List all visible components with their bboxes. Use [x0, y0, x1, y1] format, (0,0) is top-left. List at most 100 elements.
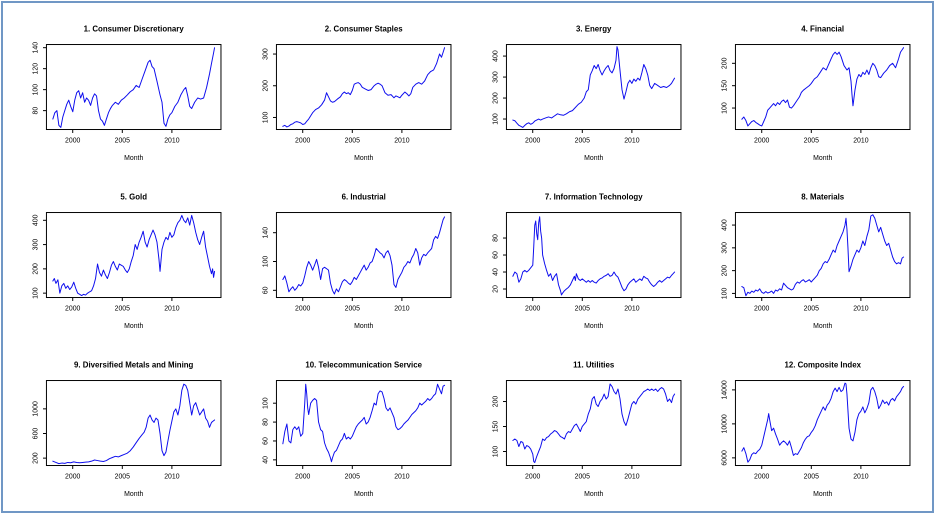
- y-tick-label: 600: [33, 428, 40, 440]
- y-tick-label: 40: [492, 268, 499, 276]
- x-tick-label: 2010: [624, 305, 640, 312]
- y-tick-label: 40: [262, 456, 269, 464]
- y-tick-label: 80: [262, 418, 269, 426]
- plot-box: [275, 380, 452, 467]
- y-tick-label: 150: [492, 421, 499, 433]
- x-tick-label: 2005: [804, 473, 820, 480]
- x-axis-label: Month: [813, 491, 832, 498]
- y-tick-label: 200: [492, 92, 499, 104]
- x-tick-label: 2000: [525, 137, 541, 144]
- y-tick-label: 80: [33, 107, 40, 115]
- y-tick-label: 140: [262, 227, 269, 239]
- y-tick-label: 100: [492, 446, 499, 458]
- x-tick-label: 2000: [295, 473, 311, 480]
- x-tick-label: 2005: [574, 305, 590, 312]
- x-tick-label: 2010: [853, 305, 869, 312]
- y-tick-label: 140: [33, 42, 40, 54]
- y-tick-label: 100: [262, 112, 269, 124]
- plot-box: [45, 44, 222, 131]
- x-tick-label: 2010: [394, 137, 410, 144]
- chart-title: 4. Financial: [802, 25, 845, 34]
- chart-panel: 5. Gold 2000 2005 2010 100 200 300 400 Month: [7, 173, 237, 341]
- x-tick-label: 2000: [65, 305, 81, 312]
- chart-panel: 8. Materials 2000 2005 2010 100 200 300 400 Mont…: [696, 173, 926, 341]
- chart-title: 2. Consumer Staples: [325, 25, 403, 34]
- chart-panel: 11. Utilities 2000 2005 2010 100 150 200 Month: [467, 341, 697, 509]
- x-tick-label: 2000: [65, 473, 81, 480]
- x-tick-label: 2000: [525, 473, 541, 480]
- x-axis-label: Month: [124, 323, 143, 330]
- series-line: [741, 47, 905, 127]
- chart-panel: 10. Telecommunication Service 2000 2005 201…: [237, 341, 467, 509]
- chart-panel: 1. Consumer Discretionary 2000 2005 2010 80 1…: [7, 5, 237, 173]
- series-line: [52, 214, 216, 297]
- series-line: [511, 46, 675, 128]
- y-tick-label: 6000: [722, 450, 729, 466]
- series-line: [511, 383, 675, 464]
- y-tick-label: 200: [33, 263, 40, 275]
- y-tick-label: 300: [262, 48, 269, 60]
- y-tick-label: 60: [262, 437, 269, 445]
- chart-panel: 12. Composite Index 2000 2005 2010 6000 10000…: [696, 341, 926, 509]
- plot-box: [735, 380, 911, 467]
- plot-box: [735, 212, 911, 299]
- x-tick-label: 2005: [574, 473, 590, 480]
- y-tick-label: 60: [492, 251, 499, 259]
- x-tick-label: 2000: [525, 305, 541, 312]
- series-line: [52, 383, 216, 465]
- y-tick-label: 150: [722, 80, 729, 92]
- y-tick-label: 100: [722, 102, 729, 114]
- chart-panel: 9. Diversified Metals and Mining 2000 2005…: [7, 341, 237, 509]
- series-line: [282, 216, 445, 295]
- x-axis-label: Month: [124, 491, 143, 498]
- y-tick-label: 400: [722, 219, 729, 231]
- x-tick-label: 2005: [115, 473, 131, 480]
- y-tick-label: 20: [492, 285, 499, 293]
- y-tick-label: 400: [33, 214, 40, 226]
- chart-panel: 6. Industrial 2000 2005 2010 60 100 140 Month: [237, 173, 467, 341]
- series-line: [282, 47, 445, 128]
- plot-box: [505, 380, 681, 467]
- x-axis-label: Month: [354, 155, 373, 162]
- chart-title: 3. Energy: [576, 25, 612, 34]
- x-tick-label: 2010: [624, 137, 640, 144]
- x-axis-label: Month: [813, 323, 832, 330]
- y-tick-label: 10000: [722, 414, 729, 433]
- charts-grid: 1. Consumer Discretionary 2000 2005 2010 80 1…: [7, 5, 926, 509]
- x-tick-label: 2005: [804, 305, 820, 312]
- x-tick-label: 2005: [115, 137, 131, 144]
- series-line: [741, 214, 905, 297]
- x-tick-label: 2000: [295, 305, 311, 312]
- y-tick-label: 200: [262, 80, 269, 92]
- x-tick-label: 2010: [853, 137, 869, 144]
- x-axis-label: Month: [584, 323, 603, 330]
- series-line: [282, 383, 445, 463]
- x-tick-label: 2010: [164, 473, 180, 480]
- y-tick-label: 1000: [33, 401, 40, 417]
- y-tick-label: 100: [722, 287, 729, 299]
- chart-panel: 3. Energy 2000 2005 2010 100 200 300 400 Month: [467, 5, 697, 173]
- x-axis-label: Month: [124, 155, 143, 162]
- chart-title: 11. Utilities: [573, 361, 615, 370]
- x-tick-label: 2010: [394, 473, 410, 480]
- x-tick-label: 2005: [574, 137, 590, 144]
- chart-panel: 2. Consumer Staples 2000 2005 2010 100 200 300…: [237, 5, 467, 173]
- x-tick-label: 2000: [754, 137, 770, 144]
- y-tick-label: 100: [33, 287, 40, 299]
- x-axis-label: Month: [813, 155, 832, 162]
- x-tick-label: 2000: [65, 137, 81, 144]
- y-tick-label: 300: [722, 242, 729, 254]
- x-tick-label: 2005: [804, 137, 820, 144]
- chart-panel: 7. Information Technology 2000 2005 2010 20 4…: [467, 173, 697, 341]
- chart-title: 1. Consumer Discretionary: [84, 25, 185, 34]
- y-tick-label: 100: [262, 397, 269, 409]
- y-tick-label: 80: [492, 234, 499, 242]
- plot-box: [275, 44, 452, 131]
- y-tick-label: 200: [722, 57, 729, 69]
- chart-title: 9. Diversified Metals and Mining: [74, 361, 194, 370]
- y-tick-label: 300: [492, 71, 499, 83]
- chart-title: 6. Industrial: [341, 193, 385, 202]
- y-tick-label: 14000: [722, 380, 729, 399]
- chart-title: 8. Materials: [802, 193, 845, 202]
